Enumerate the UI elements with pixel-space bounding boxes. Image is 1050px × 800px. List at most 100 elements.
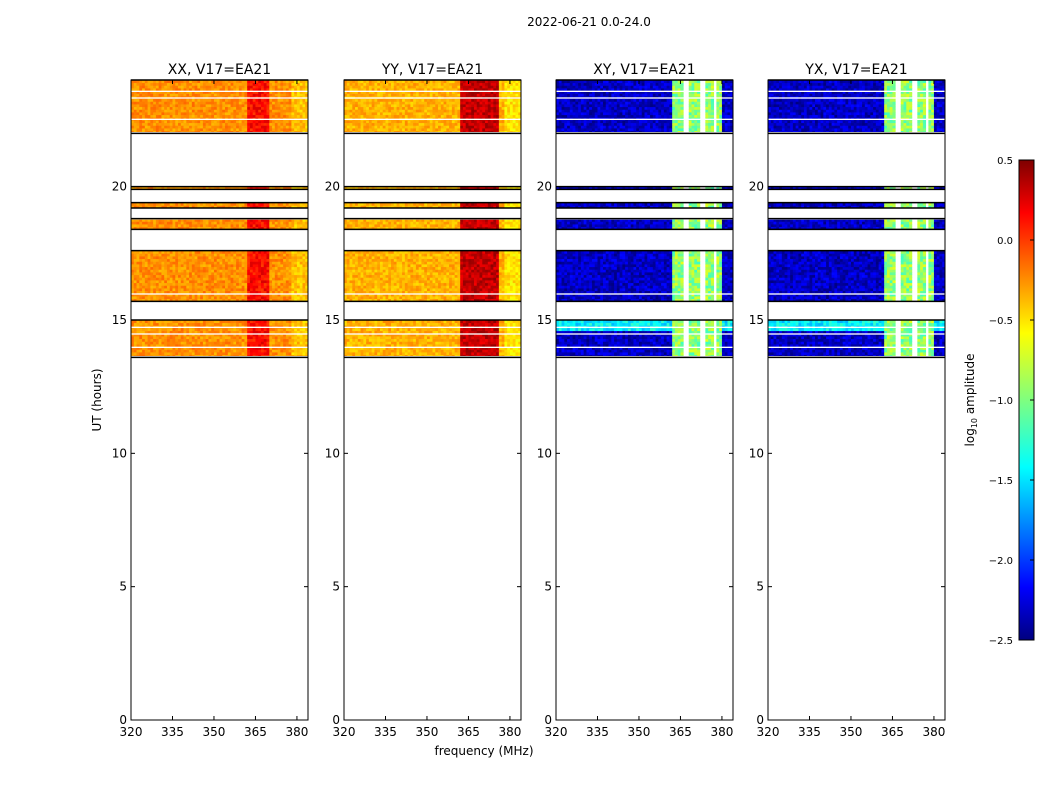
heatmap-cell (191, 104, 196, 108)
heatmap-cell (371, 298, 375, 302)
heatmap-cell (280, 218, 284, 222)
heatmap-cell (180, 293, 184, 297)
heatmap-cell (274, 109, 278, 113)
heatmap-cell (294, 82, 298, 86)
heatmap-cell (302, 114, 306, 118)
heatmap-cell (294, 101, 298, 105)
heatmap-cell (509, 344, 514, 348)
heatmap-cell (294, 293, 298, 297)
heatmap-cell (155, 274, 160, 278)
heatmap-cell (161, 296, 165, 300)
heatmap-cell (241, 93, 245, 97)
heatmap-cell (438, 346, 442, 350)
heatmap-cell (222, 272, 226, 276)
heatmap-cell (305, 93, 309, 97)
heatmap-cell (269, 322, 273, 326)
heatmap-cell (249, 352, 254, 356)
heatmap-cell (263, 125, 267, 129)
heatmap-cell (208, 322, 212, 326)
heatmap-cell (227, 346, 231, 350)
heatmap-cell (213, 346, 218, 350)
heatmap-cell (158, 296, 162, 300)
heatmap-cell (471, 344, 475, 348)
heatmap-cell (418, 344, 422, 348)
heatmap-cell (144, 114, 148, 118)
heatmap-cell (285, 218, 290, 222)
heatmap-cell (515, 320, 519, 324)
heatmap-cell (236, 128, 240, 132)
heatmap-cell (283, 280, 287, 284)
heatmap-cell (255, 112, 259, 116)
heatmap-cell (219, 93, 223, 97)
heatmap-cell (178, 224, 182, 228)
heatmap-cell (233, 205, 237, 209)
heatmap-cell (230, 226, 234, 230)
heatmap-cell (272, 98, 276, 102)
heatmap-cell (443, 320, 447, 324)
heatmap-cell (233, 266, 237, 270)
heatmap-cell (150, 346, 154, 350)
heatmap-cell (191, 221, 196, 225)
heatmap-cell (164, 85, 168, 89)
heatmap-cell (244, 352, 248, 356)
heatmap-cell (280, 205, 284, 209)
heatmap-cell (244, 221, 248, 225)
heatmap-cell (238, 269, 243, 273)
heatmap-cell (247, 114, 251, 118)
heatmap-cell (180, 296, 184, 300)
heatmap-cell (415, 328, 420, 332)
heatmap-cell (191, 218, 196, 222)
heatmap-cell (446, 322, 450, 326)
heatmap-cell (288, 264, 292, 268)
heatmap-cell (272, 218, 276, 222)
heatmap-cell (139, 218, 143, 222)
heatmap-cell (136, 120, 140, 124)
heatmap-cell (465, 336, 469, 340)
heatmap-cell (263, 122, 267, 126)
heatmap-cell (147, 288, 151, 292)
heatmap-cell (238, 296, 243, 300)
heatmap-cell (197, 261, 201, 265)
heatmap-cell (194, 346, 198, 350)
heatmap-cell (258, 120, 262, 124)
heatmap-cell (255, 322, 259, 326)
heatmap-cell (225, 112, 229, 116)
heatmap-cell (382, 296, 386, 300)
heatmap-cell (476, 322, 480, 326)
heatmap-cell (142, 93, 146, 97)
heatmap-cell (172, 112, 176, 116)
heatmap-cell (236, 293, 240, 297)
heatmap-cell (238, 277, 243, 281)
heatmap-cell (294, 256, 298, 260)
heatmap-cell (498, 328, 503, 332)
heatmap-cell (153, 106, 157, 110)
heatmap-cell (142, 202, 146, 206)
heatmap-cell (269, 85, 273, 89)
heatmap-cell (258, 261, 262, 265)
heatmap-cell (142, 266, 146, 270)
heatmap-cell (158, 328, 162, 332)
heatmap-cell (260, 282, 265, 286)
heatmap-cell (194, 221, 198, 225)
heatmap-cell (142, 104, 146, 108)
heatmap-cell (299, 338, 303, 342)
heatmap-cell (462, 322, 467, 326)
heatmap-cell (299, 261, 303, 265)
heatmap-cell (144, 328, 148, 332)
heatmap-cell (175, 298, 179, 302)
heatmap-cell (249, 298, 254, 302)
heatmap-cell (260, 82, 265, 86)
heatmap-cell (133, 221, 137, 225)
heatmap-cell (485, 333, 489, 337)
heatmap-cell (457, 333, 461, 337)
heatmap-cell (183, 218, 187, 222)
heatmap-cell (294, 338, 298, 342)
heatmap-cell (139, 274, 143, 278)
heatmap-cell (255, 85, 259, 89)
heatmap-cell (158, 266, 162, 270)
heatmap-cell (186, 128, 190, 132)
heatmap-cell (142, 298, 146, 302)
heatmap-cell (255, 253, 259, 257)
heatmap-cell (504, 338, 508, 342)
heatmap-cell (136, 322, 140, 326)
